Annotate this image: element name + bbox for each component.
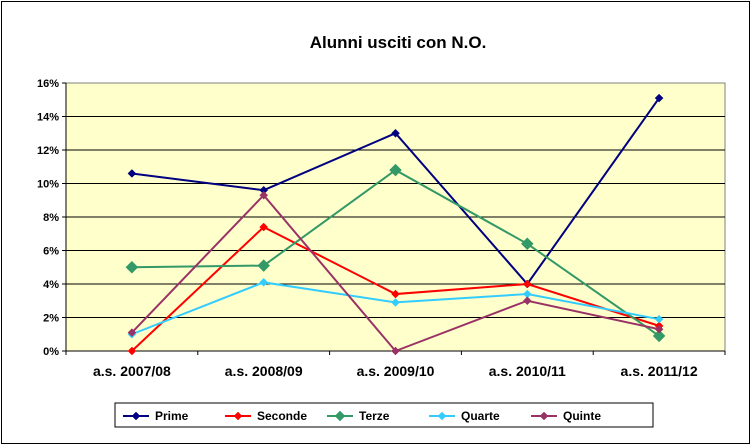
data-point — [391, 128, 400, 138]
x-tick-label: a.s. 2009/10 — [357, 363, 435, 379]
axes: 0% 2% 4% 6% 8% 10% 12% 14% 16% a.s. 2007/08 a.s. 2… — [37, 78, 726, 379]
x-tick-label: a.s. 2007/08 — [93, 363, 171, 379]
y-tick-label: 0% — [43, 346, 59, 358]
legend-item-quarte: Quarte — [429, 409, 500, 423]
legend-item-quinte: Quinte — [531, 409, 601, 423]
y-tick-label: 16% — [37, 78, 59, 90]
legend-label: Terze — [359, 409, 390, 423]
legend-label: Quarte — [461, 409, 500, 423]
y-tick-label: 2% — [43, 313, 59, 325]
y-tick-label: 8% — [43, 212, 59, 224]
legend-label: Prime — [155, 409, 189, 423]
legend-item-terze: Terze — [327, 409, 390, 423]
legend-marker — [539, 411, 549, 421]
legend-marker — [131, 411, 141, 421]
data-point — [391, 298, 400, 307]
data-point — [391, 289, 400, 299]
data-point — [257, 259, 271, 272]
series-layer — [125, 93, 666, 356]
y-tick-label: 14% — [37, 112, 59, 124]
y-tick-label: 6% — [43, 246, 59, 258]
legend-label: Seconde — [257, 409, 307, 423]
legend-marker — [437, 411, 447, 421]
y-tick-label: 4% — [43, 279, 59, 291]
chart-title: Alunni usciti con N.O. — [310, 33, 487, 52]
data-point — [127, 346, 137, 356]
data-point — [389, 163, 402, 177]
data-point — [654, 314, 664, 324]
y-tick-label: 10% — [37, 179, 59, 191]
data-point — [259, 190, 269, 200]
x-tick-label: a.s. 2010/11 — [489, 363, 566, 379]
data-point — [654, 93, 664, 103]
data-point — [391, 346, 400, 356]
data-point — [125, 260, 139, 274]
data-point — [259, 277, 269, 287]
legend-item-seconde: Seconde — [225, 409, 307, 423]
series-terze — [125, 163, 666, 343]
data-point — [520, 237, 534, 251]
series-quinte — [127, 190, 664, 356]
legend-marker — [233, 411, 243, 421]
legend-box — [114, 402, 654, 428]
x-tick-label: a.s. 2011/12 — [621, 363, 698, 379]
data-point — [127, 169, 137, 178]
data-point — [654, 324, 664, 334]
x-tick-label: a.s. 2008/09 — [225, 363, 303, 379]
data-point — [522, 279, 532, 289]
legend-item-prime: Prime — [123, 409, 189, 423]
data-point — [259, 222, 269, 232]
legend-marker — [334, 410, 346, 422]
y-tick-label: 12% — [37, 145, 59, 157]
data-point — [652, 329, 666, 343]
data-point — [127, 328, 137, 337]
legend: Prime Seconde Terze Quarte Quinte — [114, 402, 654, 428]
data-point — [522, 296, 532, 306]
legend-label: Quinte — [563, 409, 601, 423]
